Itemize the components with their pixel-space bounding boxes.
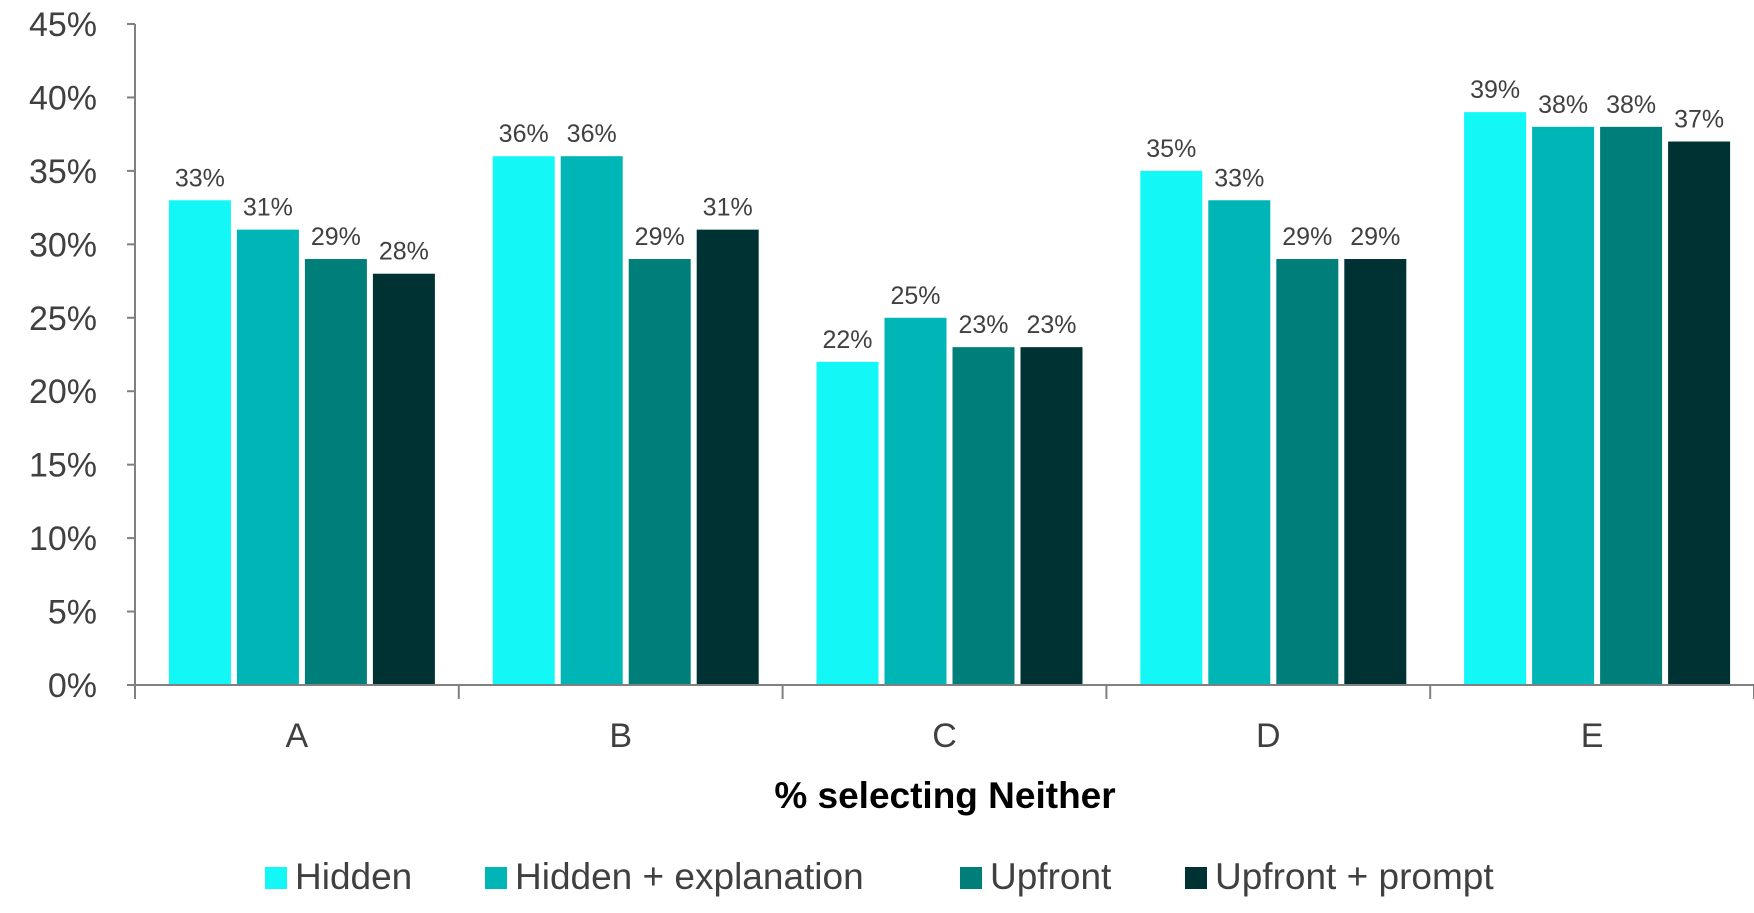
data-label: 28% bbox=[379, 238, 429, 266]
bar bbox=[816, 361, 879, 685]
y-tick-label: 30% bbox=[29, 226, 97, 264]
bars bbox=[168, 112, 1731, 686]
data-label: 31% bbox=[703, 194, 753, 222]
y-axis-ticks: 0% 5% 10% 15% 20% 25% 30% 35% 40% 45% bbox=[29, 6, 135, 705]
bar bbox=[1464, 112, 1527, 686]
legend-swatch bbox=[960, 867, 982, 889]
y-tick-label: 5% bbox=[48, 594, 97, 632]
x-tick-label: C bbox=[932, 717, 957, 755]
y-tick-label: 15% bbox=[29, 447, 97, 485]
y-tick-label: 20% bbox=[29, 373, 97, 411]
bar bbox=[696, 229, 759, 685]
legend-swatch bbox=[1185, 867, 1207, 889]
y-tick-label: 0% bbox=[48, 667, 97, 705]
legend-label: Hidden + explanation bbox=[515, 856, 864, 897]
bar bbox=[1208, 200, 1271, 685]
x-axis-ticks: A B C D E bbox=[134, 685, 1754, 755]
data-label: 29% bbox=[1350, 223, 1400, 251]
data-label: 38% bbox=[1606, 91, 1656, 119]
bar bbox=[236, 229, 299, 685]
y-tick-label: 40% bbox=[29, 79, 97, 117]
bar bbox=[952, 347, 1015, 685]
bar bbox=[492, 156, 555, 685]
data-label: 39% bbox=[1470, 76, 1520, 104]
legend-label: Upfront bbox=[990, 856, 1112, 897]
bar bbox=[1344, 259, 1407, 685]
bar bbox=[1020, 347, 1083, 685]
data-label: 37% bbox=[1674, 106, 1724, 134]
legend-swatch bbox=[265, 867, 287, 889]
data-label: 35% bbox=[1146, 135, 1196, 163]
x-tick-label: E bbox=[1581, 717, 1604, 755]
legend-label: Upfront + prompt bbox=[1215, 856, 1494, 897]
bar bbox=[1532, 126, 1595, 686]
data-label: 29% bbox=[311, 223, 361, 251]
data-label: 38% bbox=[1538, 91, 1588, 119]
x-axis-title: % selecting Neither bbox=[774, 775, 1115, 816]
data-label: 29% bbox=[1282, 223, 1332, 251]
y-tick-label: 10% bbox=[29, 520, 97, 558]
legend: Hidden Hidden + explanation Upfront Upfront… bbox=[265, 856, 1494, 897]
data-label: 29% bbox=[635, 223, 685, 251]
bar bbox=[628, 259, 691, 685]
data-labels: 33% 31% 29% 28% 36% 36% 29% 31% 22% 25% 23% 23% 35% 3… bbox=[175, 76, 1724, 354]
bar bbox=[304, 259, 367, 685]
y-tick-label: 35% bbox=[29, 153, 97, 191]
bar bbox=[1600, 126, 1663, 686]
bar bbox=[372, 273, 435, 685]
legend-swatch bbox=[485, 867, 507, 889]
data-label: 23% bbox=[958, 311, 1008, 339]
y-tick-label: 45% bbox=[29, 6, 97, 44]
bar bbox=[1140, 170, 1203, 685]
bar bbox=[1668, 141, 1731, 685]
x-tick-label: A bbox=[286, 717, 309, 755]
data-label: 22% bbox=[822, 326, 872, 354]
data-label: 31% bbox=[243, 194, 293, 222]
bar bbox=[1276, 259, 1339, 685]
legend-label: Hidden bbox=[295, 856, 412, 897]
data-label: 23% bbox=[1026, 311, 1076, 339]
x-tick-label: B bbox=[609, 717, 632, 755]
data-label: 36% bbox=[499, 120, 549, 148]
data-label: 25% bbox=[890, 282, 940, 310]
bar bbox=[884, 317, 947, 685]
y-tick-label: 25% bbox=[29, 300, 97, 338]
x-tick-label: D bbox=[1256, 717, 1281, 755]
bar bbox=[168, 200, 231, 685]
data-label: 33% bbox=[175, 164, 225, 192]
data-label: 36% bbox=[567, 120, 617, 148]
data-label: 33% bbox=[1214, 164, 1264, 192]
bar bbox=[560, 156, 623, 685]
